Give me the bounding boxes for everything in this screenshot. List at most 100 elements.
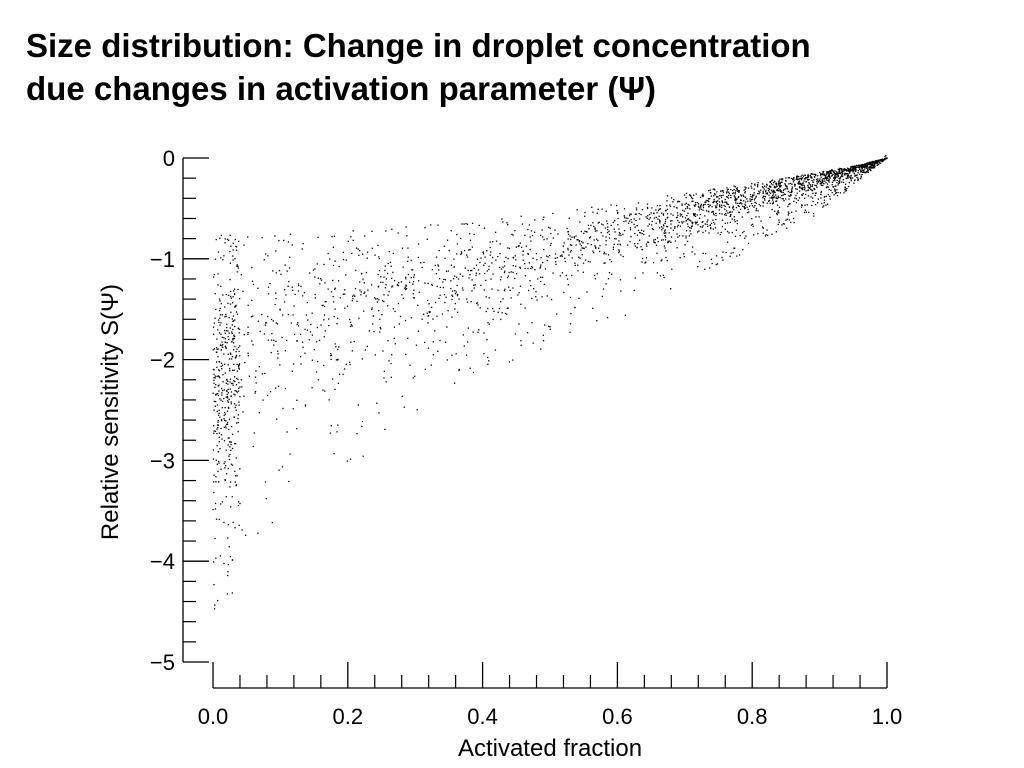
scatter-point — [783, 193, 785, 195]
scatter-point — [222, 259, 224, 261]
scatter-point — [865, 163, 867, 165]
scatter-point — [610, 204, 612, 206]
scatter-point — [727, 191, 730, 193]
y-tick-label: −4 — [150, 549, 175, 574]
scatter-point — [564, 257, 566, 259]
scatter-point — [306, 329, 309, 331]
scatter-point — [847, 177, 849, 180]
scatter-point — [855, 170, 857, 173]
scatter-point — [618, 252, 620, 254]
scatter-point — [318, 339, 321, 342]
scatter-point — [568, 217, 570, 219]
scatter-point — [837, 175, 839, 178]
scatter-point — [418, 291, 421, 293]
scatter-point — [537, 278, 539, 280]
scatter-point — [218, 409, 220, 411]
scatter-point — [838, 182, 841, 184]
scatter-point — [546, 238, 548, 240]
scatter-point — [735, 198, 737, 201]
scatter-point — [530, 230, 533, 232]
scatter-point — [815, 178, 818, 181]
scatter-point — [214, 317, 216, 319]
scatter-point — [275, 387, 277, 389]
scatter-point — [582, 242, 584, 244]
scatter-point — [423, 313, 425, 315]
scatter-point — [662, 274, 664, 276]
scatter-point — [788, 195, 790, 197]
scatter-point — [506, 222, 508, 224]
scatter-point — [863, 166, 866, 168]
scatter-point — [729, 255, 731, 257]
scatter-point — [585, 231, 588, 233]
scatter-point — [665, 250, 667, 252]
scatter-point — [252, 344, 254, 346]
scatter-point — [454, 308, 456, 310]
scatter-point — [853, 166, 855, 168]
scatter-point — [796, 192, 798, 194]
scatter-point — [224, 372, 226, 374]
scatter-point — [705, 201, 707, 203]
scatter-point — [700, 206, 702, 208]
scatter-point — [311, 312, 313, 314]
scatter-point — [214, 508, 217, 510]
scatter-point — [641, 257, 644, 259]
scatter-point — [213, 273, 215, 276]
y-axis-ticks — [183, 157, 209, 663]
scatter-point — [850, 177, 852, 179]
scatter-point — [738, 205, 740, 208]
scatter-point — [467, 269, 469, 272]
scatter-point — [687, 218, 689, 221]
scatter-point — [515, 272, 518, 275]
scatter-point — [452, 278, 455, 280]
scatter-point — [826, 171, 828, 173]
scatter-point — [451, 295, 454, 297]
scatter-point — [735, 188, 738, 190]
scatter-point — [277, 350, 279, 352]
scatter-point — [798, 175, 800, 178]
scatter-point — [409, 364, 411, 366]
scatter-point — [735, 206, 738, 209]
scatter-point — [834, 185, 836, 187]
scatter-point — [501, 312, 503, 314]
scatter-point — [719, 212, 721, 215]
scatter-point — [623, 229, 626, 232]
scatter-point — [876, 160, 878, 163]
scatter-point — [230, 353, 232, 355]
scatter-point — [827, 171, 830, 173]
scatter-point — [363, 310, 365, 312]
scatter-point — [728, 206, 731, 208]
scatter-point — [647, 215, 649, 217]
scatter-point — [238, 363, 241, 365]
scatter-point — [219, 555, 222, 557]
scatter-point — [656, 205, 659, 207]
scatter-point — [225, 420, 227, 422]
scatter-point — [405, 276, 407, 278]
scatter-point — [351, 252, 353, 255]
scatter-point — [236, 391, 238, 393]
scatter-point — [265, 498, 267, 500]
scatter-point — [297, 322, 299, 324]
scatter-point — [488, 265, 490, 268]
scatter-point — [602, 224, 604, 226]
scatter-point — [660, 239, 663, 241]
scatter-point — [435, 273, 437, 275]
scatter-point — [763, 188, 765, 190]
scatter-point — [664, 220, 667, 223]
scatter-point — [235, 356, 237, 358]
scatter-point — [234, 357, 237, 359]
scatter-point — [485, 279, 487, 281]
scatter-point — [462, 289, 464, 291]
scatter-point — [492, 273, 494, 275]
scatter-point — [214, 537, 216, 540]
scatter-point — [428, 303, 430, 305]
scatter-point — [237, 390, 240, 392]
scatter-point — [748, 205, 751, 207]
scatter-point — [836, 172, 838, 175]
scatter-point — [633, 223, 635, 225]
scatter-point — [677, 219, 679, 222]
scatter-point — [217, 421, 219, 423]
scatter-point — [863, 164, 866, 166]
scatter-point — [782, 194, 784, 196]
scatter-point — [225, 313, 227, 316]
scatter-point — [428, 311, 430, 313]
